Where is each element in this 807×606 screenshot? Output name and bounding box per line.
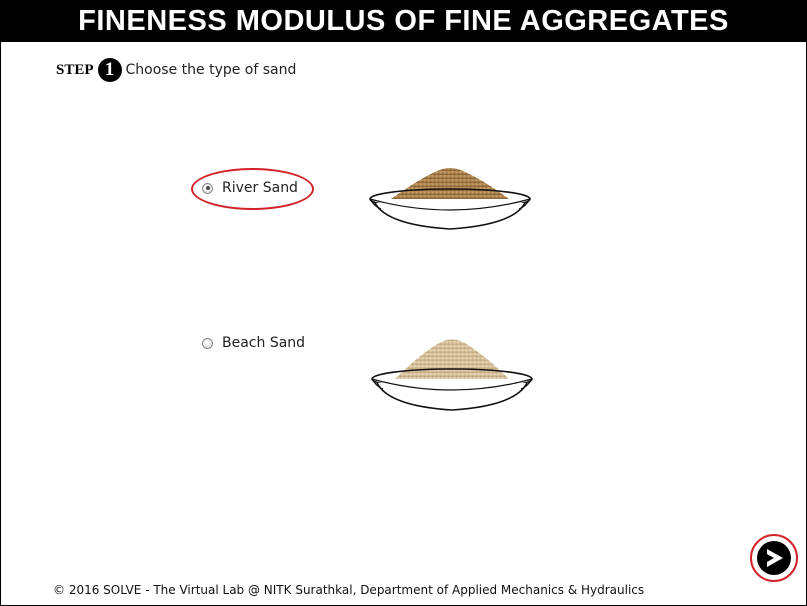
next-button-circle[interactable] [757, 541, 791, 575]
beach-sand-label[interactable]: Beach Sand [222, 335, 306, 351]
river-sand-bowl-icon[interactable] [367, 159, 533, 233]
arrow-right-icon[interactable] [762, 546, 786, 570]
step-instruction: STEP 1 Choose the type of sand [56, 56, 296, 84]
footer-copyright: © 2016 SOLVE - The Virtual Lab @ NITK Su… [53, 583, 645, 597]
river-sand-label[interactable]: River Sand [222, 180, 298, 196]
page-title: FINENESS MODULUS OF FINE AGGREGATES [1, 1, 806, 42]
radio-option-beach-sand[interactable]: Beach Sand [202, 335, 305, 351]
beach-sand-radio[interactable] [202, 337, 213, 349]
step-label: STEP [56, 61, 94, 78]
step-instruction-text: Choose the type of sand [125, 62, 297, 78]
next-button[interactable] [750, 534, 798, 582]
step-number-badge: 1 [97, 58, 122, 82]
beach-sand-bowl-icon[interactable] [369, 333, 535, 413]
page-title-text: FINENESS MODULUS OF FINE AGGREGATES [78, 5, 729, 37]
radio-option-river-sand[interactable]: River Sand [202, 180, 298, 196]
river-sand-radio[interactable] [202, 182, 213, 194]
